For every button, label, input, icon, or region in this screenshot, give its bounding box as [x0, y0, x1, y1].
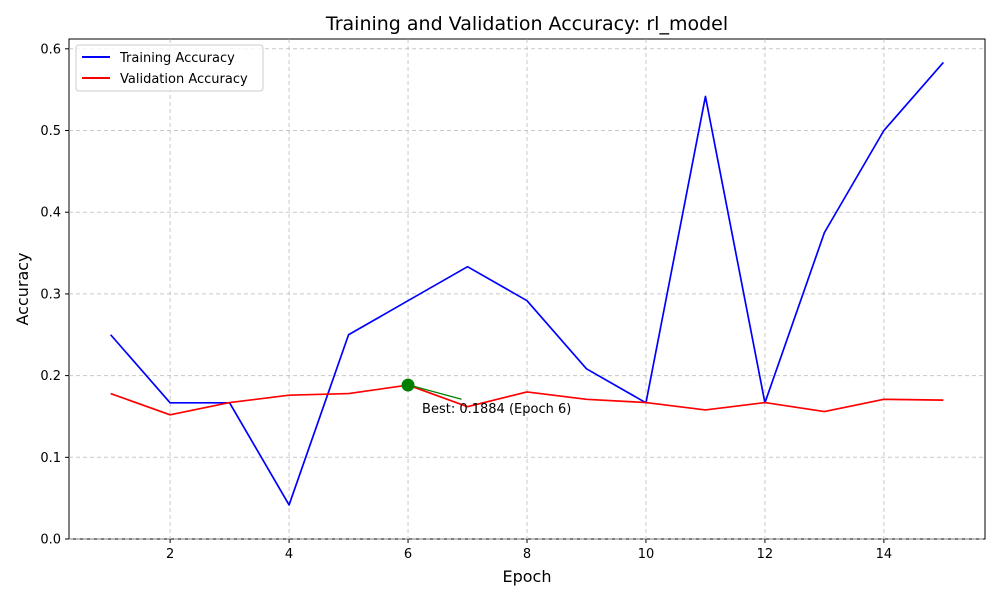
y-tick-label: 0.1 — [40, 451, 61, 466]
best-annotation-arrow — [412, 385, 462, 400]
legend-label-training: Training Accuracy — [119, 51, 235, 66]
x-tick-label: 2 — [166, 547, 174, 562]
x-tick-label: 8 — [523, 547, 531, 562]
y-tick-label: 0.4 — [40, 206, 61, 221]
x-tick-label: 14 — [876, 547, 893, 562]
x-tick-label: 12 — [757, 547, 774, 562]
y-axis-title: Accuracy — [13, 252, 32, 325]
chart-title: Training and Validation Accuracy: rl_mod… — [325, 13, 728, 35]
legend-label-validation: Validation Accuracy — [120, 72, 248, 87]
legend-box — [75, 44, 264, 92]
y-tick-label: 0.5 — [40, 124, 61, 139]
best-annotation-label: Best: 0.1884 (Epoch 6) — [422, 402, 571, 417]
plot-area — [68, 38, 986, 540]
best-annotation: Best: 0.1884 (Epoch 6) — [401, 378, 571, 417]
y-tick-label: 0.6 — [40, 42, 61, 57]
legend: Training Accuracy Validation Accuracy — [75, 44, 264, 92]
series-line-validation-accuracy — [110, 384, 944, 416]
x-axis-ticks: 2 4 6 8 10 12 14 — [166, 539, 892, 562]
series-line-training-accuracy — [109, 61, 945, 506]
y-axis-ticks: 0.0 0.1 0.2 0.3 0.4 0.5 0.6 — [40, 42, 69, 548]
y-tick-label: 0.0 — [40, 533, 61, 548]
best-point-marker — [401, 378, 415, 392]
grid — [69, 39, 985, 540]
x-tick-label: 10 — [638, 547, 655, 562]
x-tick-label: 6 — [404, 547, 412, 562]
y-tick-label: 0.2 — [40, 369, 61, 384]
y-tick-label: 0.3 — [40, 287, 61, 302]
x-tick-label: 4 — [285, 547, 293, 562]
x-axis-title: Epoch — [503, 567, 552, 586]
series-lines — [109, 61, 945, 506]
